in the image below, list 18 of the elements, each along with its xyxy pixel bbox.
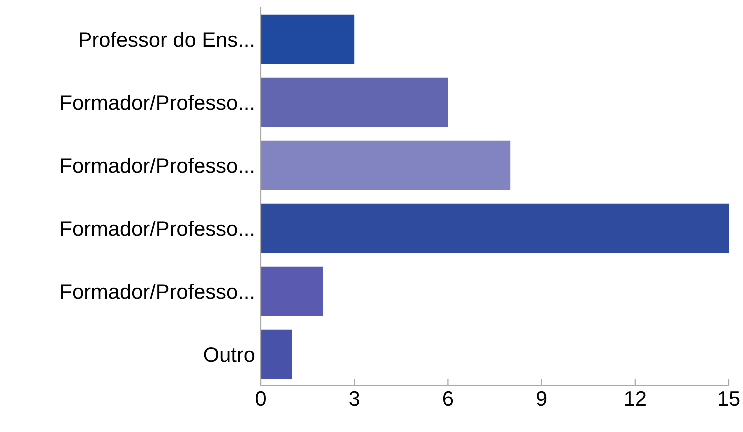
- x-tick-label: 15: [719, 392, 740, 406]
- y-tick-label: Formador/Professo...: [62, 220, 254, 236]
- bar: [261, 204, 729, 254]
- y-tick-label: Professor do Ens...: [80, 32, 254, 48]
- y-tick-label: Formador/Professo...: [62, 94, 254, 110]
- x-tick-label: 12: [625, 391, 646, 406]
- y-tick-label: Formador/Professo...: [62, 158, 254, 174]
- bar: [261, 266, 324, 316]
- bar: [261, 14, 355, 64]
- bar: [261, 140, 511, 190]
- x-tick-label: 9: [536, 391, 547, 406]
- x-tick-label: 3: [350, 391, 360, 406]
- x-tick-label: 0: [256, 391, 266, 406]
- bar: [261, 78, 448, 128]
- bar: [261, 330, 292, 380]
- y-tick-label: Outro: [204, 348, 255, 362]
- x-tick-label: 6: [443, 391, 454, 406]
- y-tick-label: Formador/Professo...: [62, 284, 254, 300]
